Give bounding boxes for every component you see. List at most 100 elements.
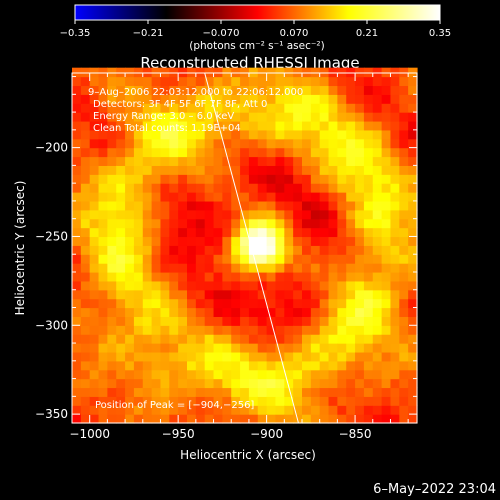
heatmap-cell [372, 325, 383, 335]
heatmap-cell [284, 227, 294, 238]
heatmap-cell [355, 120, 365, 131]
heatmap-cell [89, 165, 100, 175]
heatmap-cell [293, 147, 303, 158]
heatmap-cell [355, 298, 365, 309]
heatmap-cell [133, 129, 144, 140]
heatmap-cell [346, 183, 356, 193]
heatmap-cell [408, 316, 418, 326]
heatmap-cell [266, 138, 277, 149]
heatmap-cell [160, 289, 170, 300]
heatmap-cell [98, 218, 108, 229]
heatmap-cell [116, 147, 126, 158]
heatmap-cell [337, 192, 347, 202]
heatmap-cell [240, 396, 250, 406]
heatmap-cell [372, 271, 383, 282]
heatmap-cell [337, 405, 347, 415]
heatmap-cell [363, 129, 374, 140]
heatmap-cell [178, 156, 188, 166]
heatmap-cell [319, 334, 330, 344]
heatmap-cell [98, 138, 108, 149]
heatmap-cell [80, 289, 91, 300]
heatmap-cell [125, 156, 135, 166]
heatmap-cell [293, 405, 303, 415]
heatmap-cell [408, 227, 418, 238]
heatmap-cell [125, 227, 135, 238]
heatmap-cell [390, 360, 400, 371]
heatmap-cell [240, 67, 250, 78]
heatmap-cell [89, 103, 100, 113]
heatmap-cell [240, 343, 250, 353]
heatmap-cell [328, 405, 338, 415]
heatmap-cell [98, 94, 108, 104]
heatmap-cell [302, 254, 312, 264]
heatmap-cell [240, 280, 250, 291]
heatmap-cell [372, 280, 383, 291]
heatmap-cell [346, 85, 356, 95]
heatmap-cell [284, 147, 294, 158]
heatmap-cell [355, 192, 365, 202]
heatmap-cell [381, 263, 392, 273]
heatmap-cell [169, 67, 179, 78]
heatmap-cell [293, 200, 303, 211]
heatmap-cell [355, 360, 365, 371]
heatmap-cell [293, 94, 303, 104]
heatmap-cell [151, 414, 162, 424]
heatmap-cell [248, 307, 259, 317]
heatmap-cell [355, 280, 365, 291]
heatmap-cell [310, 360, 321, 371]
heatmap-cell [80, 280, 91, 291]
heatmap-cell [204, 94, 215, 104]
heatmap-cell [213, 280, 223, 291]
heatmap-cell [178, 254, 188, 264]
heatmap-cell [222, 271, 232, 282]
heatmap-cell [310, 120, 321, 131]
heatmap-cell [337, 343, 347, 353]
heatmap-cell [240, 271, 250, 282]
heatmap-cell [257, 405, 268, 415]
heatmap-cell [363, 209, 374, 220]
heatmap-cell [399, 280, 409, 291]
heatmap-cell [408, 129, 418, 140]
heatmap-cell [89, 343, 100, 353]
heatmap-cell [125, 209, 135, 220]
heatmap-cell [363, 94, 374, 104]
heatmap-cell [72, 94, 82, 104]
heatmap-cell [408, 254, 418, 264]
heatmap-cell [372, 351, 383, 362]
heatmap-cell [89, 183, 100, 193]
heatmap-cell [72, 165, 82, 175]
heatmap-cell [408, 112, 418, 122]
plot-area: −1000 −950 −900 −850−200−250−300−350 9–Aug–… [35, 67, 418, 441]
heatmap-cell [408, 414, 418, 424]
heatmap-cell [363, 263, 374, 273]
heatmap-cell [355, 138, 365, 149]
heatmap-cell [142, 218, 153, 229]
heatmap-cell [125, 280, 135, 291]
heatmap-cell [319, 85, 330, 95]
chart-title: Reconstructed RHESSI Image [140, 54, 359, 72]
heatmap-cell [133, 378, 144, 389]
heatmap-cell [399, 369, 409, 380]
heatmap-cell [151, 200, 162, 211]
heatmap-cell [98, 227, 108, 238]
heatmap-cell [116, 76, 126, 87]
heatmap-cell [160, 369, 170, 380]
heatmap-cell [284, 174, 294, 184]
heatmap-cell [372, 405, 383, 415]
heatmap-cell [266, 165, 277, 175]
heatmap-cell [248, 369, 259, 380]
heatmap-cell [195, 307, 206, 317]
heatmap-cell [248, 236, 259, 246]
heatmap-cell [310, 316, 321, 326]
heatmap-cell [133, 271, 144, 282]
heatmap-cell [310, 396, 321, 406]
heatmap-cell [346, 405, 356, 415]
heatmap-cell [337, 209, 347, 220]
heatmap-cell [355, 103, 365, 113]
heatmap-cell [80, 112, 91, 122]
heatmap-cell [125, 183, 135, 193]
heatmap-cell [80, 360, 91, 371]
heatmap-cell [151, 183, 162, 193]
heatmap-cell [133, 316, 144, 326]
heatmap-cell [319, 120, 330, 131]
